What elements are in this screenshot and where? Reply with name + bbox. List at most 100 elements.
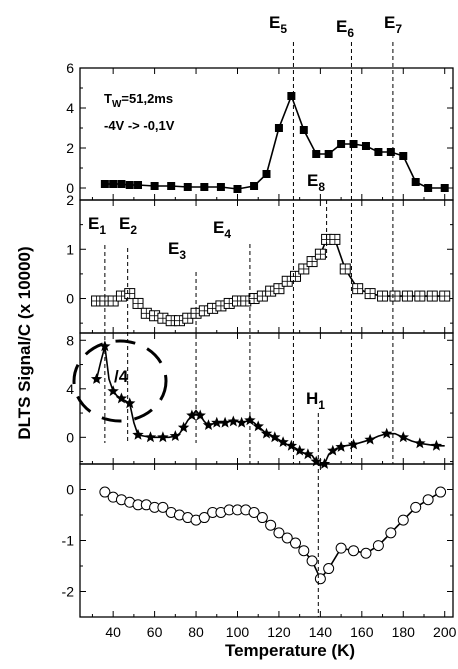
panel-4: -2 -1 0 bbox=[62, 463, 454, 618]
data-point-marker bbox=[200, 183, 209, 191]
data-point-marker bbox=[306, 555, 318, 567]
data-point-marker bbox=[194, 409, 206, 421]
data-point-marker bbox=[410, 501, 422, 513]
data-point-marker bbox=[169, 430, 181, 441]
x-tick-label: 120 bbox=[267, 624, 291, 640]
data-point-marker bbox=[157, 431, 169, 443]
data-point-marker bbox=[273, 283, 285, 295]
data-point-marker bbox=[348, 545, 360, 557]
y-tick-label: 6 bbox=[66, 60, 74, 76]
data-point-marker bbox=[109, 180, 118, 188]
x-tick-label: 140 bbox=[309, 624, 333, 640]
data-point-marker bbox=[134, 181, 143, 189]
data-point-marker bbox=[144, 431, 157, 443]
x-axis-title: Temperature (K) bbox=[225, 641, 355, 660]
data-point-marker bbox=[269, 431, 281, 443]
x-axis: 40 60 80 100 120 140 160 180 200 bbox=[105, 624, 456, 640]
peak-label-e7: E7 bbox=[384, 13, 402, 36]
data-point-marker bbox=[124, 288, 136, 300]
peak-label-h1: H1 bbox=[306, 389, 325, 412]
data-point-marker bbox=[216, 183, 225, 191]
data-point-marker bbox=[100, 180, 109, 188]
data-point-marker bbox=[381, 427, 393, 439]
peak-label-e8: E8 bbox=[307, 171, 325, 194]
data-point-marker bbox=[361, 142, 370, 150]
data-point-marker bbox=[440, 184, 449, 192]
y-tick-label: 4 bbox=[66, 381, 74, 397]
annotation-bias: -4V -> -0,1V bbox=[104, 118, 175, 133]
data-point-marker bbox=[281, 275, 293, 287]
y-tick-label: 4 bbox=[66, 100, 74, 116]
data-point-marker bbox=[186, 409, 198, 421]
data-point-marker bbox=[202, 419, 215, 430]
data-point-marker bbox=[250, 182, 259, 190]
data-point-marker bbox=[337, 140, 346, 148]
data-point-marker bbox=[252, 420, 264, 432]
data-point-marker bbox=[329, 233, 341, 245]
panel-frame bbox=[79, 199, 454, 334]
data-point-marker bbox=[107, 385, 119, 397]
data-point-marker bbox=[372, 540, 384, 552]
y-tick-label: -1 bbox=[62, 533, 75, 549]
data-point-marker bbox=[277, 436, 289, 447]
data-point-marker bbox=[347, 438, 360, 450]
data-point-marker bbox=[124, 397, 136, 409]
data-point-marker bbox=[125, 181, 134, 189]
x-tick-label: 160 bbox=[350, 624, 374, 640]
data-point-marker bbox=[223, 297, 235, 309]
data-point-marker bbox=[90, 373, 103, 384]
data-point-marker bbox=[327, 444, 339, 456]
data-point-marker bbox=[183, 183, 192, 191]
data-point-marker bbox=[233, 185, 242, 193]
x-tick-label: 80 bbox=[188, 624, 204, 640]
scale-annotation-ellipse bbox=[72, 339, 168, 423]
peak-label-e6: E6 bbox=[336, 17, 354, 40]
data-point-marker bbox=[274, 124, 283, 132]
data-point-marker bbox=[360, 547, 372, 559]
peak-label-e2: E2 bbox=[119, 214, 137, 237]
data-point-marker bbox=[397, 431, 409, 443]
y-tick-label: 0 bbox=[66, 429, 74, 445]
data-point-marker bbox=[117, 180, 126, 188]
data-point-marker bbox=[314, 573, 326, 585]
data-point-marker bbox=[260, 427, 273, 439]
data-point-marker bbox=[287, 92, 296, 100]
data-point-marker bbox=[352, 283, 364, 295]
data-point-marker bbox=[399, 152, 408, 160]
y-tick-label: 2 bbox=[66, 140, 74, 156]
peak-label-e5: E5 bbox=[269, 13, 287, 36]
data-point-marker bbox=[385, 527, 397, 539]
data-point-marker bbox=[439, 290, 451, 302]
data-point-marker bbox=[335, 542, 347, 554]
data-point-marker bbox=[215, 300, 227, 312]
data-point-marker bbox=[374, 148, 383, 156]
data-point-marker bbox=[312, 150, 321, 158]
data-point-marker bbox=[324, 150, 333, 158]
annotation-scale: /4 bbox=[114, 367, 129, 386]
y-axis-title: DLTS Signal/C (x 10000) bbox=[15, 246, 34, 439]
data-point-marker bbox=[435, 486, 447, 498]
data-point-marker bbox=[290, 537, 302, 549]
x-tick-label: 100 bbox=[226, 624, 250, 640]
data-point-marker bbox=[219, 416, 231, 428]
peak-label-e1: E1 bbox=[88, 214, 106, 237]
data-point-marker bbox=[157, 501, 169, 513]
x-tick-label: 180 bbox=[392, 624, 416, 640]
data-point-marker bbox=[150, 182, 159, 190]
peak-label-e3: E3 bbox=[168, 239, 186, 262]
y-tick-label: 0 bbox=[66, 180, 74, 196]
panel-frame bbox=[79, 67, 454, 201]
data-point-marker bbox=[414, 437, 426, 449]
data-point-marker bbox=[248, 506, 260, 518]
y-tick-label: 1 bbox=[66, 241, 74, 257]
data-point-marker bbox=[265, 519, 277, 531]
data-point-marker bbox=[99, 486, 111, 498]
y-tick-label: 2 bbox=[66, 192, 74, 208]
data-point-marker bbox=[364, 288, 376, 300]
data-point-marker bbox=[314, 248, 326, 260]
x-tick-label: 60 bbox=[147, 624, 163, 640]
data-point-marker bbox=[414, 290, 426, 302]
panel-frame bbox=[79, 463, 454, 618]
